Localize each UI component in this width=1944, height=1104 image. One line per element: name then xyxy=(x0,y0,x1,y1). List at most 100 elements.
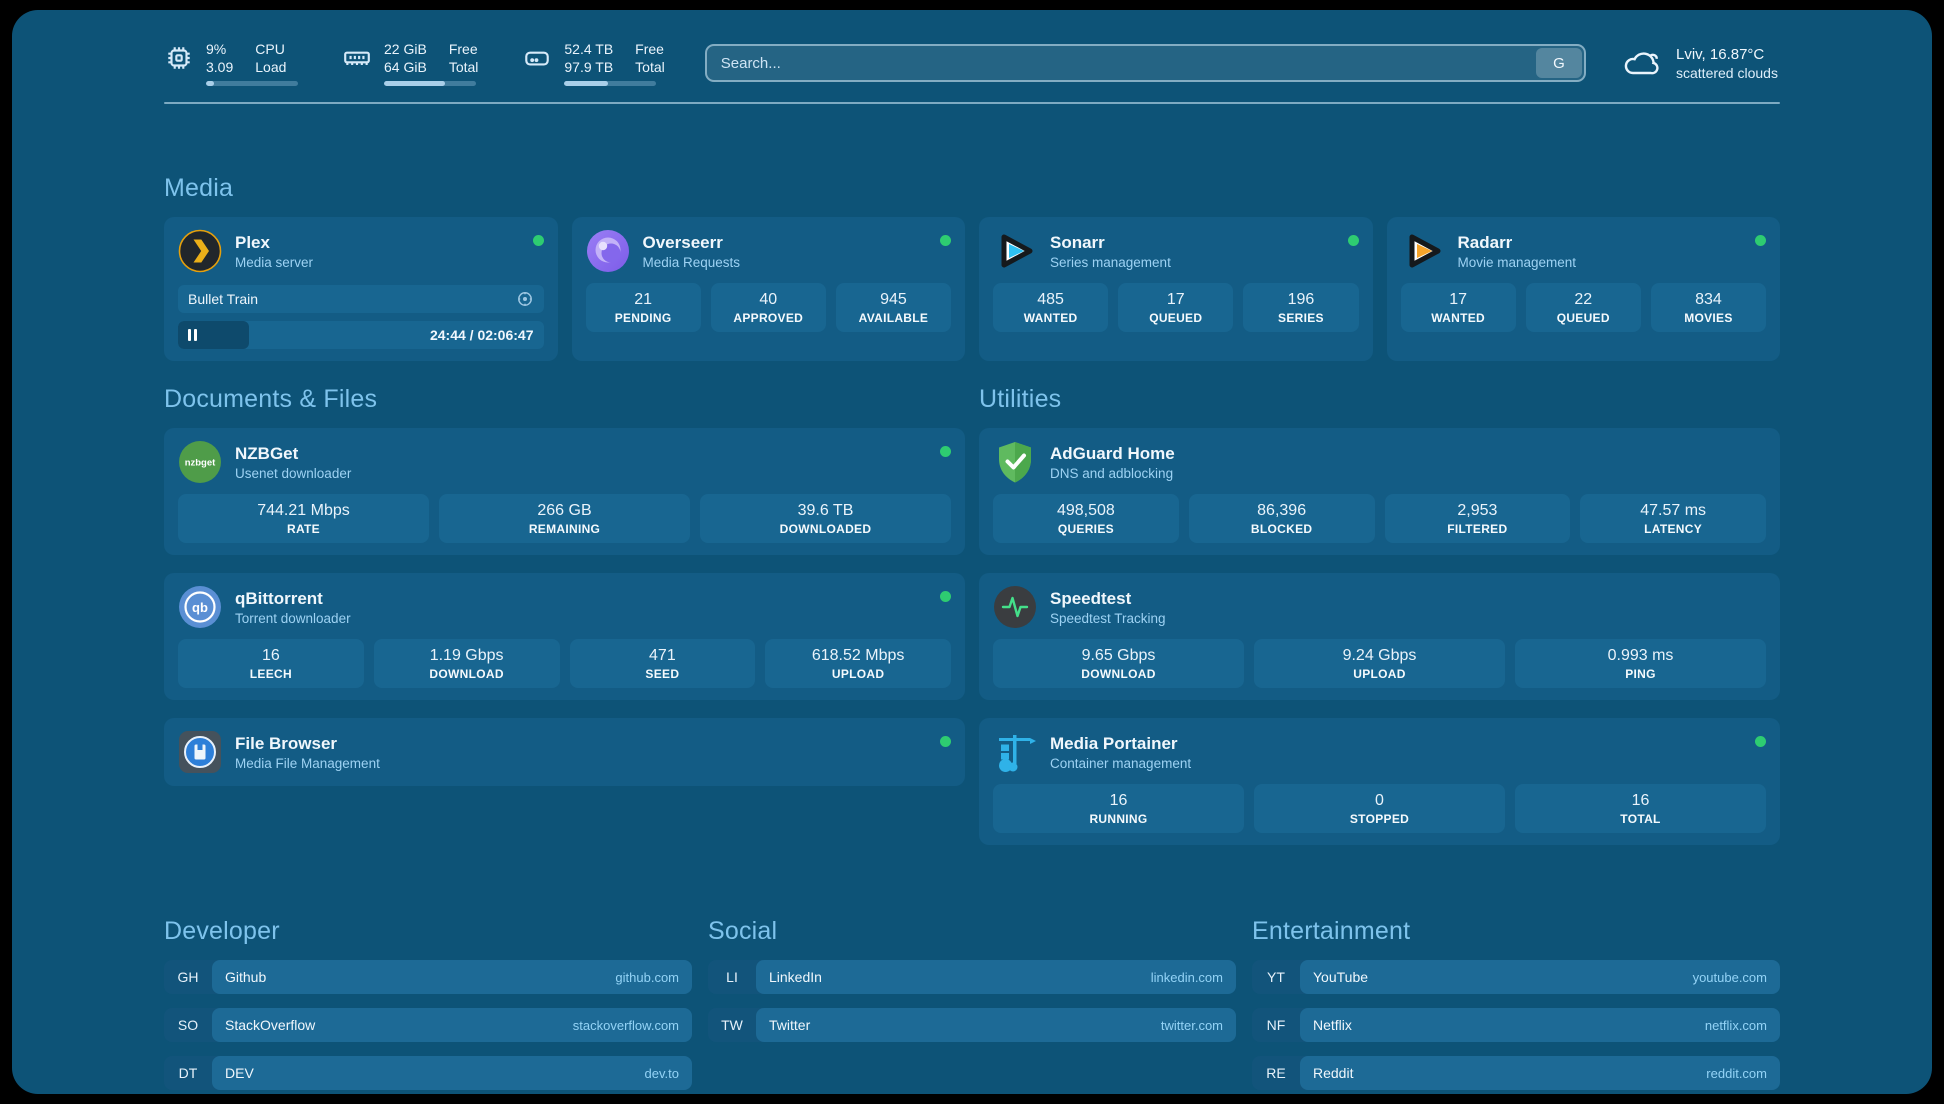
search-engine-button[interactable]: G xyxy=(1536,48,1582,79)
utilities-column: Utilities AdGuard Home DNS and adblockin… xyxy=(979,385,1780,863)
app-subtitle: Media server xyxy=(235,254,314,270)
now-playing-title: Bullet Train xyxy=(188,291,259,308)
ram-free-value: 22 GiB xyxy=(384,41,427,57)
header-divider xyxy=(164,102,1780,105)
stat-tile-seed: 471 SEED xyxy=(569,639,756,689)
bookmark-name: YouTube xyxy=(1313,969,1369,986)
bookmarks-entertainment: Entertainment YT YouTube youtube.com NF … xyxy=(1252,917,1780,1091)
bookmark-name: Github xyxy=(225,969,267,986)
portainer-logo-icon xyxy=(993,730,1037,774)
bookmark-url: netflix.com xyxy=(1704,1017,1767,1033)
app-card-radarr[interactable]: Radarr Movie management 17 WANTED 22 QUEUE… xyxy=(1386,217,1780,362)
stat-tile-upload: 9.24 Gbps UPLOAD xyxy=(1254,639,1505,689)
app-subtitle: Speedtest Tracking xyxy=(1050,610,1166,626)
stat-tile-download: 1.19 Gbps DOWNLOAD xyxy=(373,639,560,689)
documents-column: Documents & Files nzbget NZBGet Usenet d… xyxy=(164,385,965,863)
sonarr-logo-icon xyxy=(993,229,1037,273)
system-stats: 9% 3.09 CPU Load xyxy=(164,40,665,87)
bookmark-abbr: RE xyxy=(1266,1065,1286,1082)
bookmark-url: dev.to xyxy=(644,1065,679,1081)
bookmarks-social: Social LI LinkedIn linkedin.com TW Twitt… xyxy=(708,917,1236,1090)
weather-condition: scattered clouds xyxy=(1676,64,1778,81)
app-title: Media Portainer xyxy=(1050,733,1178,753)
stat-tile-total: 16 TOTAL xyxy=(1515,784,1766,834)
bookmark-twitter[interactable]: TW Twitter twitter.com xyxy=(708,1008,1236,1043)
stat-tile-queries: 498,508 QUERIES xyxy=(993,494,1179,544)
playback-progress: 24:44 / 02:06:47 xyxy=(178,321,544,350)
bookmark-url: github.com xyxy=(615,969,679,985)
bookmark-dev[interactable]: DT DEV dev.to xyxy=(164,1056,692,1091)
app-card-nzbget[interactable]: nzbget NZBGet Usenet downloader 744.21 M… xyxy=(164,428,965,556)
disk-free-value: 52.4 TB xyxy=(564,41,614,57)
app-subtitle: Series management xyxy=(1050,254,1171,270)
adguard-logo-icon xyxy=(993,440,1037,484)
section-title-utilities: Utilities xyxy=(979,385,1062,414)
app-title: qBittorrent xyxy=(235,588,323,608)
stat-tile-remaining: 266 GB REMAINING xyxy=(439,494,690,544)
stat-tile-upload: 618.52 Mbps UPLOAD xyxy=(765,639,951,689)
bookmark-url: reddit.com xyxy=(1706,1065,1767,1081)
radarr-logo-icon xyxy=(1401,229,1445,273)
svg-text:nzbget: nzbget xyxy=(185,458,216,469)
section-title-entertainment: Entertainment xyxy=(1252,917,1411,946)
app-subtitle: Torrent downloader xyxy=(235,610,351,626)
bookmark-linkedin[interactable]: LI LinkedIn linkedin.com xyxy=(708,960,1236,995)
stat-tile-downloaded: 39.6 TB DOWNLOADED xyxy=(700,494,951,544)
status-dot xyxy=(940,591,951,603)
disk-progressbar xyxy=(564,81,657,87)
status-dot xyxy=(940,446,951,458)
cpu-load-label: Load xyxy=(255,59,287,76)
app-card-sonarr[interactable]: Sonarr Series management 485 WANTED 17 QUE… xyxy=(979,217,1373,362)
bookmark-name: StackOverflow xyxy=(225,1017,316,1034)
bookmark-netflix[interactable]: NF Netflix netflix.com xyxy=(1252,1008,1780,1043)
stat-tile-blocked: 86,396 BLOCKED xyxy=(1188,494,1375,544)
ram-icon xyxy=(342,43,372,73)
app-card-plex[interactable]: Plex Media server Bullet Train xyxy=(164,217,558,362)
status-dot xyxy=(1347,235,1359,247)
cpu-stat: 9% 3.09 CPU Load xyxy=(164,40,298,87)
app-card-portainer[interactable]: Media Portainer Container management 16 R… xyxy=(979,718,1780,846)
stat-tile-queued: 22 QUEUED xyxy=(1525,283,1641,333)
app-card-speedtest[interactable]: Speedtest Speedtest Tracking 9.65 Gbps DO… xyxy=(979,573,1780,701)
ram-free-label: Free xyxy=(448,41,478,57)
weather-widget[interactable]: Lviv, 16.87°C scattered clouds xyxy=(1620,45,1780,81)
search-bar: G xyxy=(704,44,1586,83)
stat-tile-download: 9.65 Gbps DOWNLOAD xyxy=(993,639,1244,689)
memory-stat: 22 GiB 64 GiB Free Total xyxy=(342,40,478,87)
app-subtitle: Container management xyxy=(1050,755,1192,771)
stat-tile-stopped: 0 STOPPED xyxy=(1254,784,1505,834)
stat-tile-latency: 47.57 ms LATENCY xyxy=(1580,494,1766,544)
app-card-qbittorrent[interactable]: qb qBittorrent Torrent downloader 16 LEEC… xyxy=(164,573,965,701)
bookmark-github[interactable]: GH Github github.com xyxy=(164,960,692,995)
bookmark-name: Reddit xyxy=(1313,1065,1354,1082)
stat-tile-running: 16 RUNNING xyxy=(993,784,1244,834)
cpu-label: CPU xyxy=(255,41,285,57)
cpu-progressbar xyxy=(206,81,298,87)
pause-icon[interactable] xyxy=(188,329,197,342)
bookmark-youtube[interactable]: YT YouTube youtube.com xyxy=(1252,960,1780,995)
app-card-overseerr[interactable]: Overseerr Media Requests 21 PENDING 40 APP… xyxy=(571,217,965,362)
bookmark-name: Netflix xyxy=(1313,1017,1352,1034)
app-title: Radarr xyxy=(1457,232,1513,252)
section-title-documents: Documents & Files xyxy=(164,385,378,414)
app-subtitle: Media Requests xyxy=(642,254,741,270)
bookmark-abbr: LI xyxy=(726,969,738,986)
app-card-adguard[interactable]: AdGuard Home DNS and adblocking 498,508 Q… xyxy=(979,428,1780,556)
bookmark-stackoverflow[interactable]: SO StackOverflow stackoverflow.com xyxy=(164,1008,692,1043)
app-card-filebrowser[interactable]: File Browser Media File Management xyxy=(164,718,965,787)
stat-tile-queued: 17 QUEUED xyxy=(1118,283,1234,333)
stat-tile-leech: 16 LEECH xyxy=(178,639,364,689)
app-title: NZBGet xyxy=(235,443,299,463)
cpu-icon xyxy=(164,43,194,73)
bookmark-name: LinkedIn xyxy=(769,969,822,986)
app-title: File Browser xyxy=(235,733,338,753)
search-input[interactable] xyxy=(704,44,1586,83)
status-dot xyxy=(1755,235,1766,247)
status-dot xyxy=(1755,736,1766,748)
stat-tile-pending: 21 PENDING xyxy=(585,283,701,333)
plex-logo-icon xyxy=(178,229,222,273)
bookmark-reddit[interactable]: RE Reddit reddit.com xyxy=(1252,1056,1780,1091)
status-dot xyxy=(940,235,951,247)
bookmark-name: Twitter xyxy=(769,1017,811,1034)
session-settings-icon[interactable] xyxy=(516,290,534,308)
